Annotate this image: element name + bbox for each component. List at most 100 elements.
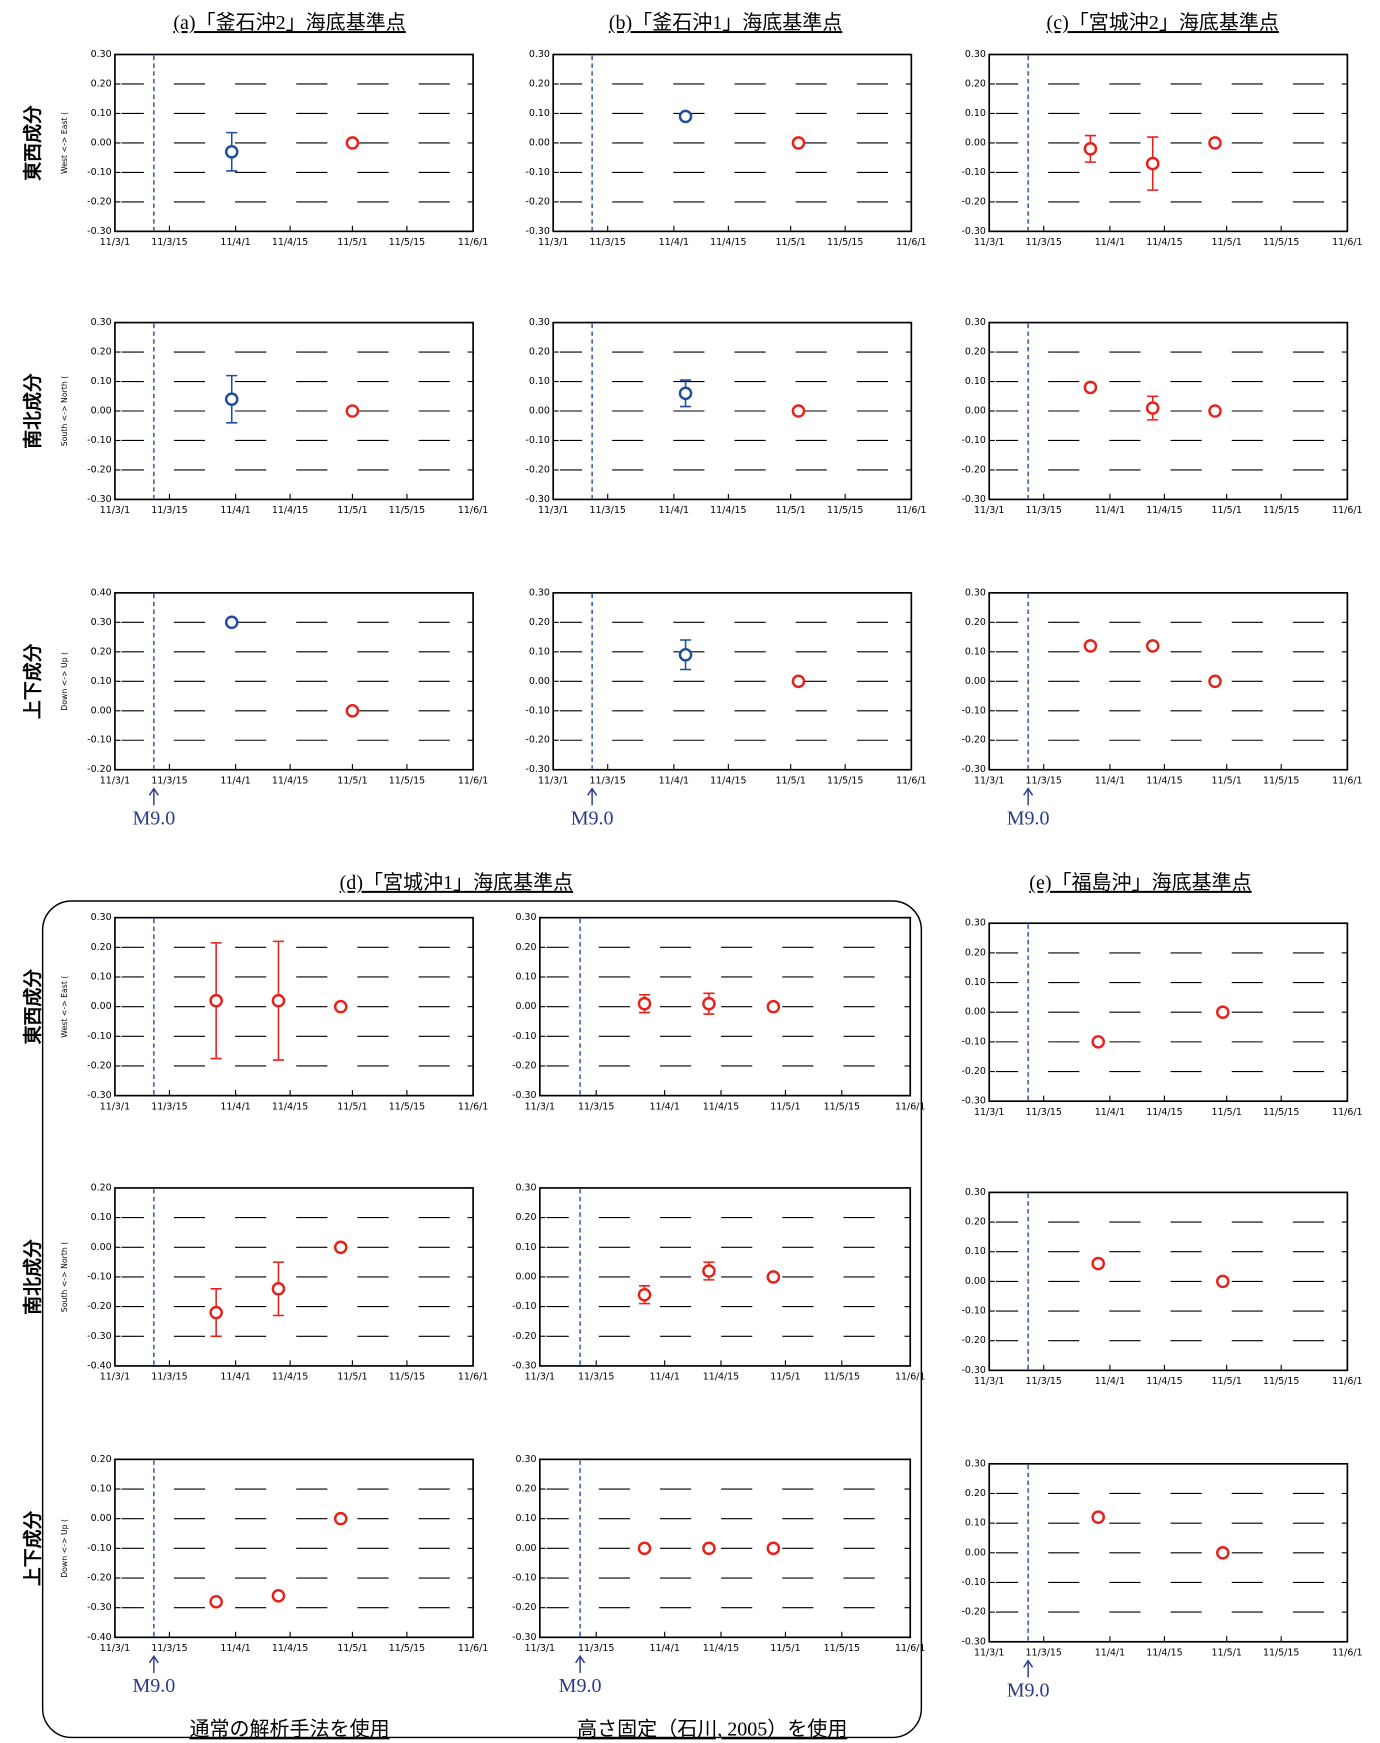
x-tick-label: 11/3/15 bbox=[151, 505, 187, 516]
x-tick-label: 11/3/15 bbox=[578, 1643, 614, 1654]
x-tick-label: 11/4/15 bbox=[1146, 1107, 1182, 1118]
y-tick-label: -0.30 bbox=[961, 1365, 985, 1376]
y-tick-label: 0.30 bbox=[965, 918, 986, 929]
y-axis-label: Down <-> Up ( bbox=[60, 652, 69, 711]
x-tick-label: 11/6/1 bbox=[458, 1101, 488, 1112]
x-tick-label: 11/6/1 bbox=[1332, 505, 1362, 516]
data-point bbox=[1208, 404, 1222, 418]
y-tick-label: -0.20 bbox=[961, 735, 985, 746]
y-tick-label: -0.40 bbox=[87, 1632, 111, 1643]
y-tick-label: 0.00 bbox=[91, 705, 112, 716]
plot-frame bbox=[114, 592, 474, 771]
y-tick-label: -0.10 bbox=[87, 735, 111, 746]
y-tick-label: -0.20 bbox=[87, 464, 111, 475]
x-tick-label: 11/6/1 bbox=[1332, 1376, 1362, 1387]
data-point bbox=[1145, 639, 1160, 653]
data-point bbox=[333, 999, 348, 1014]
data-point bbox=[791, 404, 806, 418]
x-tick-label: 11/4/1 bbox=[220, 1643, 250, 1654]
x-tick-label: 11/5/15 bbox=[827, 775, 863, 786]
y-tick-label: -0.30 bbox=[87, 494, 111, 505]
y-tick-label: 0.30 bbox=[515, 1182, 536, 1193]
x-tick-label: 11/3/1 bbox=[100, 1101, 130, 1112]
data-point bbox=[1091, 1035, 1106, 1049]
y-tick-label: 0.20 bbox=[965, 78, 986, 89]
plot-frame bbox=[988, 321, 1349, 501]
x-tick-label: 11/5/15 bbox=[1263, 237, 1299, 248]
x-tick-label: 11/6/1 bbox=[1332, 237, 1362, 248]
panel-title: (d)「宮城沖1」海底基準点 bbox=[340, 871, 574, 894]
x-tick-label: 11/3/15 bbox=[578, 1101, 614, 1112]
y-tick-label: -0.30 bbox=[512, 1360, 536, 1371]
y-axis-label: West <-> East ( bbox=[60, 976, 69, 1038]
y-axis-label: Down <-> Up ( bbox=[60, 1519, 69, 1578]
x-tick-label: 11/4/15 bbox=[272, 1101, 308, 1112]
y-tick-label: -0.10 bbox=[512, 1573, 536, 1584]
y-tick-label: -0.10 bbox=[512, 1301, 536, 1312]
x-tick-label: 11/3/15 bbox=[578, 1372, 614, 1383]
x-tick-label: 11/4/15 bbox=[710, 505, 746, 516]
x-tick-label: 11/5/1 bbox=[337, 1643, 367, 1654]
x-tick-label: 11/5/15 bbox=[1263, 505, 1299, 516]
y-tick-label: 0.00 bbox=[91, 137, 112, 148]
x-tick-label: 11/5/1 bbox=[1211, 1647, 1241, 1658]
x-tick-label: 11/6/1 bbox=[896, 505, 926, 516]
x-tick-label: 11/3/15 bbox=[589, 775, 625, 786]
x-tick-label: 11/4/15 bbox=[272, 1372, 308, 1383]
row-label: 上下成分 bbox=[21, 1510, 44, 1586]
y-tick-label: 0.10 bbox=[529, 376, 550, 387]
y-tick-label: 0.20 bbox=[529, 617, 550, 628]
x-tick-label: 11/5/15 bbox=[389, 1101, 425, 1112]
x-tick-label: 11/4/1 bbox=[1095, 505, 1125, 516]
x-tick-label: 11/5/15 bbox=[389, 237, 425, 248]
data-point bbox=[766, 1270, 781, 1284]
x-tick-label: 11/3/15 bbox=[589, 505, 625, 516]
annotation: M9.0 bbox=[132, 1675, 175, 1697]
y-tick-label: 0.20 bbox=[529, 78, 550, 89]
y-tick-label: -0.20 bbox=[87, 196, 111, 207]
data-point bbox=[345, 703, 360, 718]
x-tick-label: 11/5/1 bbox=[1211, 237, 1241, 248]
x-tick-label: 11/4/15 bbox=[272, 237, 308, 248]
data-point bbox=[333, 1240, 348, 1255]
x-tick-label: 11/3/15 bbox=[1026, 1647, 1062, 1658]
data-point bbox=[791, 674, 806, 689]
data-point bbox=[1216, 1005, 1230, 1019]
y-tick-label: 0.10 bbox=[91, 1212, 112, 1223]
data-point bbox=[333, 1511, 348, 1526]
y-tick-label: -0.30 bbox=[525, 764, 549, 775]
x-tick-label: 11/5/1 bbox=[775, 237, 805, 248]
y-tick-label: -0.30 bbox=[87, 1602, 111, 1613]
data-point bbox=[224, 392, 239, 406]
x-tick-label: 11/3/1 bbox=[974, 1107, 1004, 1118]
y-axis-label: South <-> North ( bbox=[60, 1242, 69, 1313]
panel-title: (b)「釜石沖1」海底基準点 bbox=[609, 11, 843, 34]
y-tick-label: -0.10 bbox=[525, 705, 549, 716]
data-point bbox=[766, 1541, 781, 1556]
x-tick-label: 11/3/15 bbox=[151, 1643, 187, 1654]
y-tick-label: 0.00 bbox=[515, 1543, 536, 1554]
x-tick-label: 11/3/1 bbox=[100, 505, 130, 516]
group-frame bbox=[41, 900, 923, 1739]
y-tick-label: -0.30 bbox=[87, 1090, 111, 1101]
x-tick-label: 11/4/15 bbox=[710, 775, 746, 786]
x-tick-label: 11/6/1 bbox=[1332, 775, 1362, 786]
x-tick-label: 11/3/1 bbox=[974, 775, 1004, 786]
x-tick-label: 11/3/15 bbox=[1026, 1107, 1062, 1118]
data-point bbox=[1145, 401, 1160, 415]
plot-frame bbox=[539, 1187, 912, 1367]
x-tick-label: 11/3/1 bbox=[525, 1643, 555, 1654]
y-tick-label: -0.20 bbox=[512, 1602, 536, 1613]
y-tick-label: -0.20 bbox=[525, 464, 549, 475]
y-tick-label: 0.30 bbox=[965, 317, 986, 328]
x-tick-label: 11/4/15 bbox=[1146, 775, 1182, 786]
y-tick-label: -0.10 bbox=[961, 435, 985, 446]
y-tick-label: 0.10 bbox=[91, 1484, 112, 1495]
y-tick-label: 0.00 bbox=[91, 1513, 112, 1524]
y-tick-label: -0.10 bbox=[512, 1031, 536, 1042]
x-tick-label: 11/5/1 bbox=[770, 1643, 800, 1654]
y-tick-label: 0.00 bbox=[965, 1547, 986, 1558]
y-tick-label: 0.10 bbox=[515, 1513, 536, 1524]
x-tick-label: 11/5/15 bbox=[824, 1643, 860, 1654]
row-label: 南北成分 bbox=[21, 373, 44, 449]
